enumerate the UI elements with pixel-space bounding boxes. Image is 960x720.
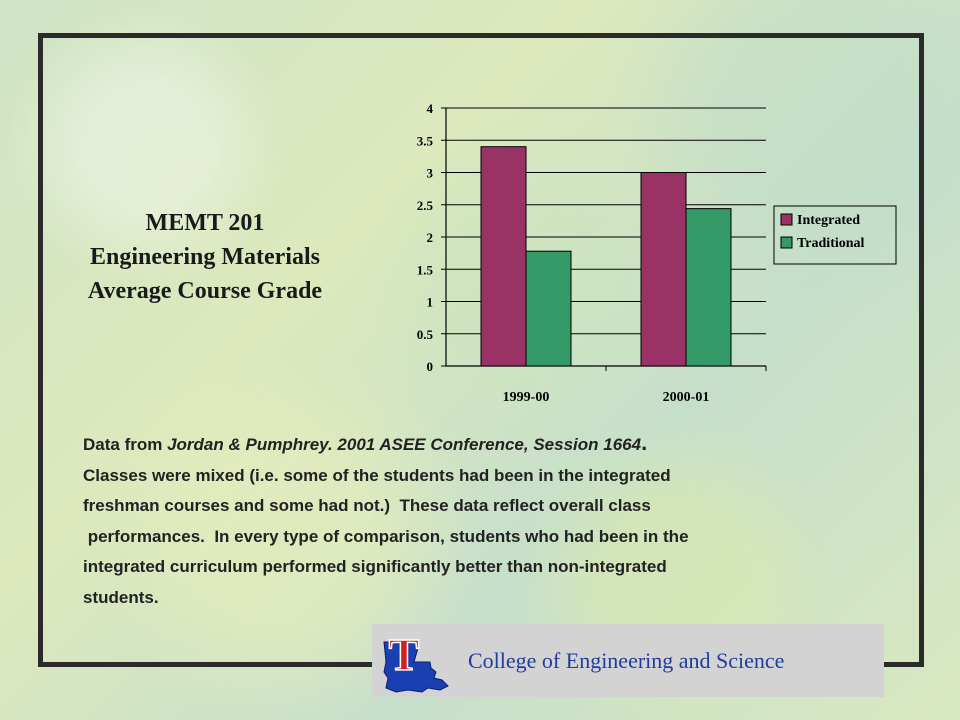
y-tick-label: 3.5 [417,133,434,148]
body-line: integrated curriculum performed signific… [83,557,667,576]
source-suffix: . [641,430,648,455]
course-title: MEMT 201 Engineering Materials Average C… [40,206,370,308]
bar-traditional-2000-01 [685,208,732,367]
y-tick-label: 4 [427,101,434,116]
body-line: Classes were mixed (i.e. some of the stu… [83,465,671,485]
footer-college-name: College of Engineering and Science [468,648,785,673]
footer-banner: T College of Engineering and Science [372,624,884,697]
course-title-line: Engineering Materials [90,244,320,270]
y-tick-label: 1.5 [417,262,434,277]
x-tick-label: 1999-00 [503,390,550,405]
logo-letter: T [389,629,420,680]
source-prefix: Data from [83,435,168,454]
body-line: freshman courses and some had not.) Thes… [83,496,651,515]
y-tick-label: 2 [427,230,434,245]
x-tick-label: 2000-01 [663,390,710,405]
legend-swatch [780,213,793,226]
y-tick-label: 2.5 [417,198,434,213]
course-title-line: Average Course Grade [87,278,323,304]
louisiana-tech-logo-icon: T [383,628,449,693]
legend-box [773,205,897,265]
bar-traditional-1999-00 [525,250,572,367]
y-tick-label: 0.5 [417,327,434,342]
body-text: Data from Jordan & Pumphrey. 2001 ASEE C… [83,428,863,613]
louisiana-shape-icon [383,641,449,693]
legend-swatch [780,236,793,249]
y-tick-label: 1 [427,295,434,310]
source-citation: Jordan & Pumphrey. 2001 ASEE Conference,… [167,435,642,454]
y-tick-label: 3 [427,166,434,181]
legend-label: Traditional [797,236,865,251]
bar-integrated-1999-00 [480,146,527,367]
course-title-line: MEMT 201 [145,210,265,236]
bar-chart: 0 0.5 1 1.5 2 2.5 3 3.5 4 1999-00 2000-01 Integrate… [417,101,897,405]
y-tick-label: 0 [427,359,434,374]
legend-label: Integrated [797,213,860,228]
body-line: performances. In every type of compariso… [83,526,689,546]
source-line: Data from Jordan & Pumphrey. 2001 ASEE C… [83,428,863,461]
bar-integrated-2000-01 [640,172,687,367]
body-line: students. [83,587,159,607]
